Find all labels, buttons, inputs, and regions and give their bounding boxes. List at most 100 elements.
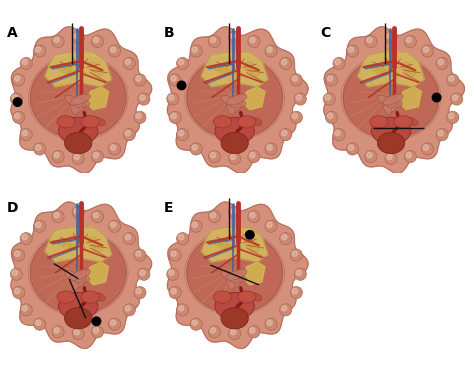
Circle shape: [54, 37, 59, 43]
Circle shape: [290, 249, 302, 261]
Circle shape: [230, 329, 236, 335]
Ellipse shape: [227, 94, 246, 105]
Circle shape: [138, 93, 150, 105]
Ellipse shape: [221, 270, 239, 283]
Circle shape: [109, 143, 121, 155]
Circle shape: [280, 304, 292, 316]
Circle shape: [280, 128, 292, 141]
Circle shape: [34, 318, 46, 330]
Circle shape: [267, 145, 272, 150]
Circle shape: [265, 143, 277, 155]
Circle shape: [282, 306, 287, 311]
Ellipse shape: [250, 293, 262, 301]
Circle shape: [292, 288, 298, 294]
Circle shape: [36, 47, 41, 52]
Circle shape: [190, 143, 202, 155]
Polygon shape: [45, 227, 111, 262]
Ellipse shape: [225, 236, 234, 242]
Circle shape: [22, 130, 27, 136]
Ellipse shape: [250, 246, 259, 252]
Circle shape: [10, 93, 22, 105]
Circle shape: [333, 57, 345, 69]
Circle shape: [12, 95, 18, 100]
Circle shape: [140, 95, 145, 100]
Circle shape: [134, 74, 146, 86]
Ellipse shape: [381, 69, 391, 75]
Ellipse shape: [213, 291, 232, 303]
Circle shape: [125, 234, 130, 240]
Circle shape: [282, 234, 287, 240]
Ellipse shape: [58, 117, 98, 145]
Circle shape: [365, 150, 377, 163]
Circle shape: [228, 152, 241, 165]
Text: B: B: [164, 26, 174, 40]
Circle shape: [13, 74, 25, 86]
Ellipse shape: [407, 118, 418, 126]
Circle shape: [190, 318, 202, 330]
Circle shape: [294, 93, 306, 105]
Polygon shape: [242, 262, 265, 285]
Circle shape: [13, 111, 25, 123]
Circle shape: [125, 130, 130, 136]
Circle shape: [280, 57, 292, 69]
Circle shape: [267, 320, 272, 326]
Circle shape: [348, 47, 354, 52]
Circle shape: [109, 220, 121, 232]
Ellipse shape: [390, 71, 399, 77]
Ellipse shape: [68, 69, 78, 75]
Circle shape: [432, 93, 441, 102]
Ellipse shape: [70, 97, 79, 115]
Circle shape: [110, 320, 116, 326]
Circle shape: [325, 95, 330, 100]
Circle shape: [436, 57, 448, 69]
Polygon shape: [30, 232, 126, 314]
Circle shape: [451, 93, 463, 105]
Circle shape: [423, 47, 428, 52]
Ellipse shape: [57, 116, 75, 128]
Circle shape: [171, 288, 176, 294]
Ellipse shape: [219, 68, 228, 74]
Polygon shape: [358, 52, 424, 87]
Circle shape: [123, 304, 136, 316]
Circle shape: [74, 33, 80, 39]
Circle shape: [13, 249, 25, 261]
Ellipse shape: [248, 242, 257, 247]
Circle shape: [136, 76, 141, 81]
Circle shape: [169, 95, 174, 100]
Circle shape: [210, 37, 216, 43]
Ellipse shape: [68, 61, 78, 67]
Circle shape: [365, 35, 377, 47]
Circle shape: [169, 287, 181, 299]
Circle shape: [167, 268, 179, 280]
Polygon shape: [167, 202, 308, 349]
Ellipse shape: [215, 117, 255, 145]
Ellipse shape: [386, 99, 399, 113]
Ellipse shape: [74, 274, 90, 283]
Circle shape: [326, 111, 337, 123]
Polygon shape: [45, 52, 111, 87]
Circle shape: [448, 76, 454, 81]
Circle shape: [34, 45, 46, 57]
Circle shape: [267, 222, 272, 227]
Circle shape: [190, 220, 202, 232]
Circle shape: [248, 326, 260, 338]
Circle shape: [20, 57, 32, 69]
Ellipse shape: [81, 291, 100, 303]
Ellipse shape: [91, 66, 100, 72]
Circle shape: [167, 93, 179, 105]
Circle shape: [265, 220, 277, 232]
Circle shape: [136, 251, 141, 256]
Circle shape: [176, 57, 189, 69]
Circle shape: [74, 329, 80, 335]
Circle shape: [91, 35, 103, 47]
Ellipse shape: [387, 99, 402, 108]
Circle shape: [134, 249, 146, 261]
Ellipse shape: [226, 97, 235, 115]
Circle shape: [110, 222, 116, 227]
Ellipse shape: [94, 293, 105, 301]
Ellipse shape: [64, 132, 92, 154]
Ellipse shape: [407, 70, 416, 77]
Ellipse shape: [237, 116, 256, 128]
Circle shape: [123, 128, 136, 141]
Circle shape: [176, 128, 189, 141]
